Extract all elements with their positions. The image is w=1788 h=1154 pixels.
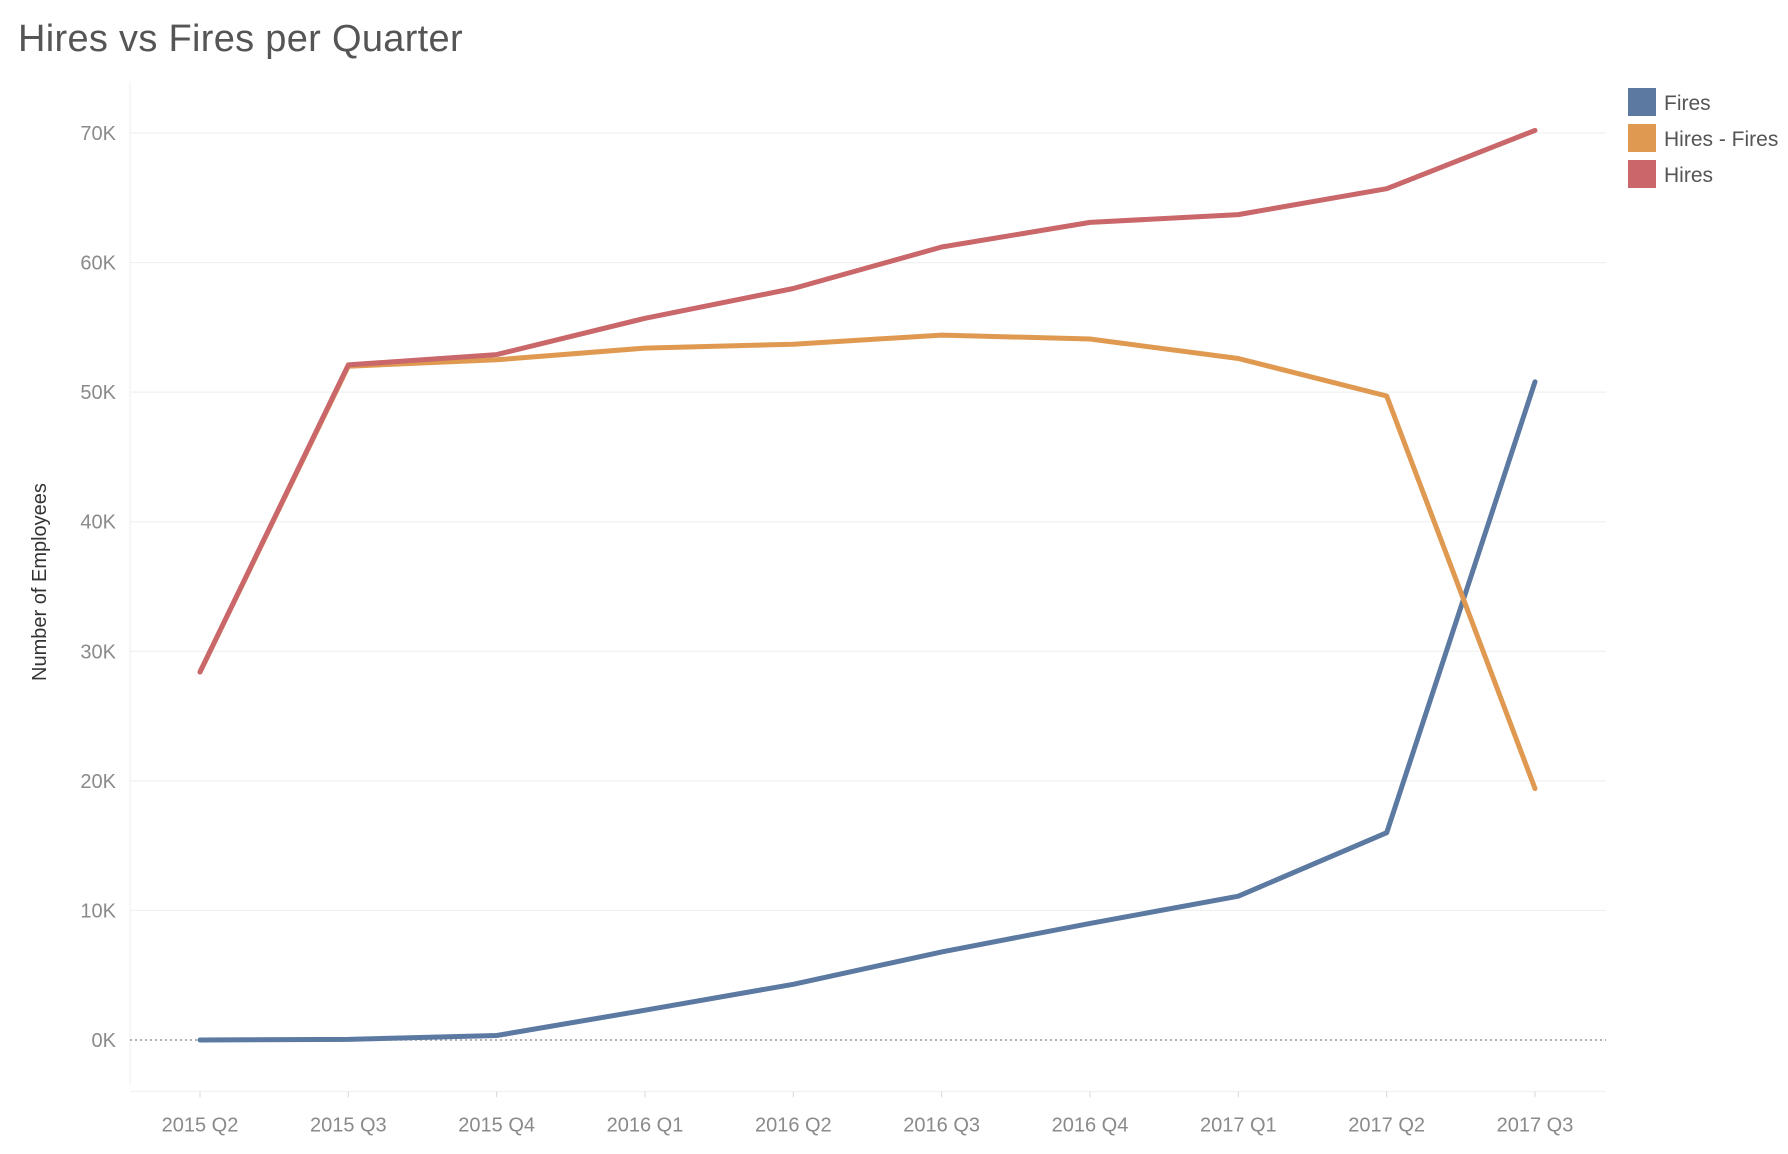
legend-label-fires: Fires: [1664, 92, 1711, 115]
x-tick-label: 2016 Q2: [755, 1114, 832, 1136]
x-tick-label: 2016 Q1: [607, 1114, 684, 1136]
grid-layer: [129, 81, 1606, 1092]
legend: Fires Hires - Fires Hires: [1628, 88, 1778, 188]
x-tick-label: 2017 Q1: [1200, 1114, 1277, 1136]
x-tick-label: 2016 Q4: [1052, 1114, 1129, 1136]
legend-swatch-hires: [1628, 160, 1656, 188]
y-tick-label: 70K: [80, 123, 116, 145]
series-line-hires-fires: [197, 332, 1538, 792]
y-tick-label: 0K: [92, 1030, 117, 1052]
y-tick-label: 10K: [80, 900, 116, 922]
y-tick-label: 60K: [80, 253, 116, 275]
series-line-fires: [197, 379, 1538, 1043]
legend-swatch-hires-fires: [1628, 124, 1656, 152]
y-tick-label: 30K: [80, 641, 116, 663]
y-axis-title: Number of Employees: [29, 483, 51, 681]
chart-title: Hires vs Fires per Quarter: [18, 18, 463, 60]
x-tick-label: 2015 Q3: [310, 1114, 387, 1136]
legend-label-hires-fires: Hires - Fires: [1664, 128, 1778, 151]
legend-swatch-fires: [1628, 88, 1656, 116]
y-tick-label: 40K: [80, 512, 116, 534]
legend-label-hires: Hires: [1664, 164, 1713, 187]
x-tick-label: 2017 Q2: [1348, 1114, 1425, 1136]
axis-layer: 0K 10K 20K 30K 40K 50K 60K 70K 2015 Q2 2015 Q3 201…: [80, 123, 1573, 1136]
y-tick-label: 20K: [80, 771, 116, 793]
x-tick-label: 2015 Q2: [162, 1114, 239, 1136]
series-line-hires: [197, 127, 1538, 675]
x-tick-label: 2015 Q4: [458, 1114, 535, 1136]
y-tick-label: 50K: [80, 382, 116, 404]
x-tick-label: 2016 Q3: [903, 1114, 980, 1136]
series-layer: [197, 127, 1538, 1043]
x-tick-label: 2017 Q3: [1497, 1114, 1574, 1136]
